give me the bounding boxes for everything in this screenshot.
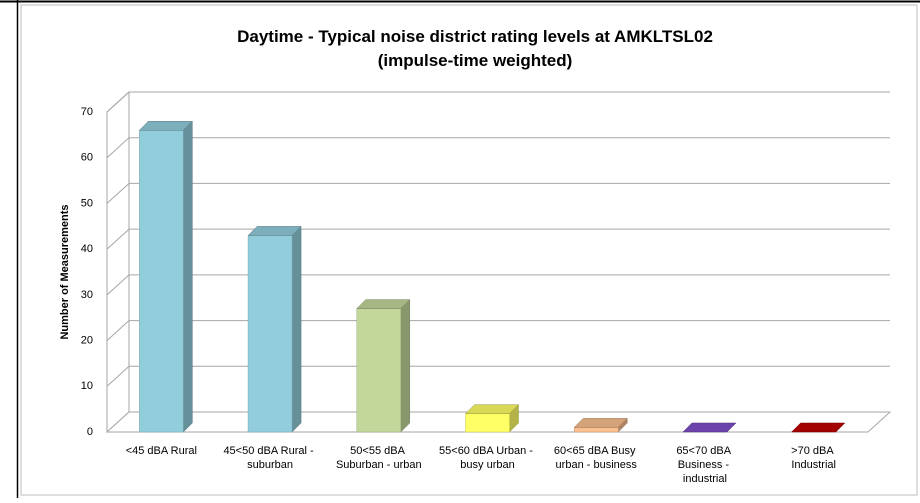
grid-line xyxy=(106,137,890,159)
grid-line xyxy=(106,365,890,387)
x-tick-label: 45<50 dBA Rural - suburban xyxy=(223,445,316,471)
x-tick-label-line: 55<60 dBA Urban - xyxy=(439,445,536,457)
x-tick-label-line: Business - xyxy=(678,459,732,471)
x-tick-label-line: >70 dBA xyxy=(791,445,836,457)
bar xyxy=(247,225,302,433)
x-tick-label-line: <45 dBA Rural xyxy=(126,445,197,457)
y-tick-label: 10 xyxy=(81,380,93,392)
y-tick-label: 40 xyxy=(81,243,93,255)
bar-front xyxy=(247,235,293,433)
bar-front xyxy=(465,413,510,433)
grid-line xyxy=(106,91,890,113)
bar-side xyxy=(183,120,193,433)
bar xyxy=(356,298,411,433)
bar-front xyxy=(573,427,619,433)
y-tick-label: 30 xyxy=(81,289,93,301)
y-tick-label: 0 xyxy=(87,426,93,438)
x-tick-label-line: Suburban - urban xyxy=(336,459,422,471)
grid-line xyxy=(106,320,890,341)
bar-top xyxy=(138,121,193,131)
bar xyxy=(791,422,846,433)
x-tick-label: >70 dBA Industrial xyxy=(791,445,836,471)
x-tick-label-line: busy urban xyxy=(460,459,514,471)
x-tick-label: 50<55 dBA Suburban - urban xyxy=(336,445,422,471)
y-tick-label: 60 xyxy=(81,152,93,164)
chart-title: Daytime - Typical noise district rating … xyxy=(237,27,713,46)
x-tick-label-line: industrial xyxy=(683,473,727,485)
y-tick-label: 20 xyxy=(81,334,93,346)
y-tick-label: 70 xyxy=(81,106,93,118)
x-tick-label: 60<65 dBA Busy urban - business xyxy=(554,445,639,471)
x-tick-label-line: 60<65 dBA Busy xyxy=(554,445,639,457)
grid-line xyxy=(106,228,890,250)
bar-top xyxy=(356,299,411,309)
bar-front xyxy=(356,308,402,433)
bar-top xyxy=(682,422,737,433)
bar xyxy=(573,417,628,433)
bar-top xyxy=(573,418,628,428)
x-tick-label-line: 65<70 dBA xyxy=(676,445,733,457)
x-tick-label-line: Industrial xyxy=(791,459,836,471)
bar-side xyxy=(400,298,411,433)
x-tick-label: 55<60 dBA Urban - busy urban xyxy=(439,445,536,471)
x-tick-label: <45 dBA Rural xyxy=(126,445,197,457)
x-tick-label-line: 50<55 dBA xyxy=(350,445,407,457)
bar-side xyxy=(291,225,302,433)
x-tick-label-line: suburban xyxy=(247,459,293,471)
grid-line xyxy=(106,274,890,296)
bar-top xyxy=(464,404,520,414)
x-tick-label: 65<70 dBA Business - industrial xyxy=(676,445,733,485)
x-tick-label-line: urban - business xyxy=(556,459,638,471)
y-axis-title: Number of Measurements xyxy=(59,204,71,339)
x-tick-label-line: 45<50 dBA Rural - xyxy=(223,445,316,457)
bar xyxy=(682,422,737,433)
bar-front xyxy=(139,130,184,433)
bar-top xyxy=(791,422,846,433)
y-tick-label: 50 xyxy=(81,197,93,209)
bar xyxy=(464,404,520,433)
bar xyxy=(138,120,193,433)
bar-top xyxy=(247,226,302,236)
grid-line xyxy=(106,182,890,204)
chart-title: (impulse-time weighted) xyxy=(378,51,573,70)
